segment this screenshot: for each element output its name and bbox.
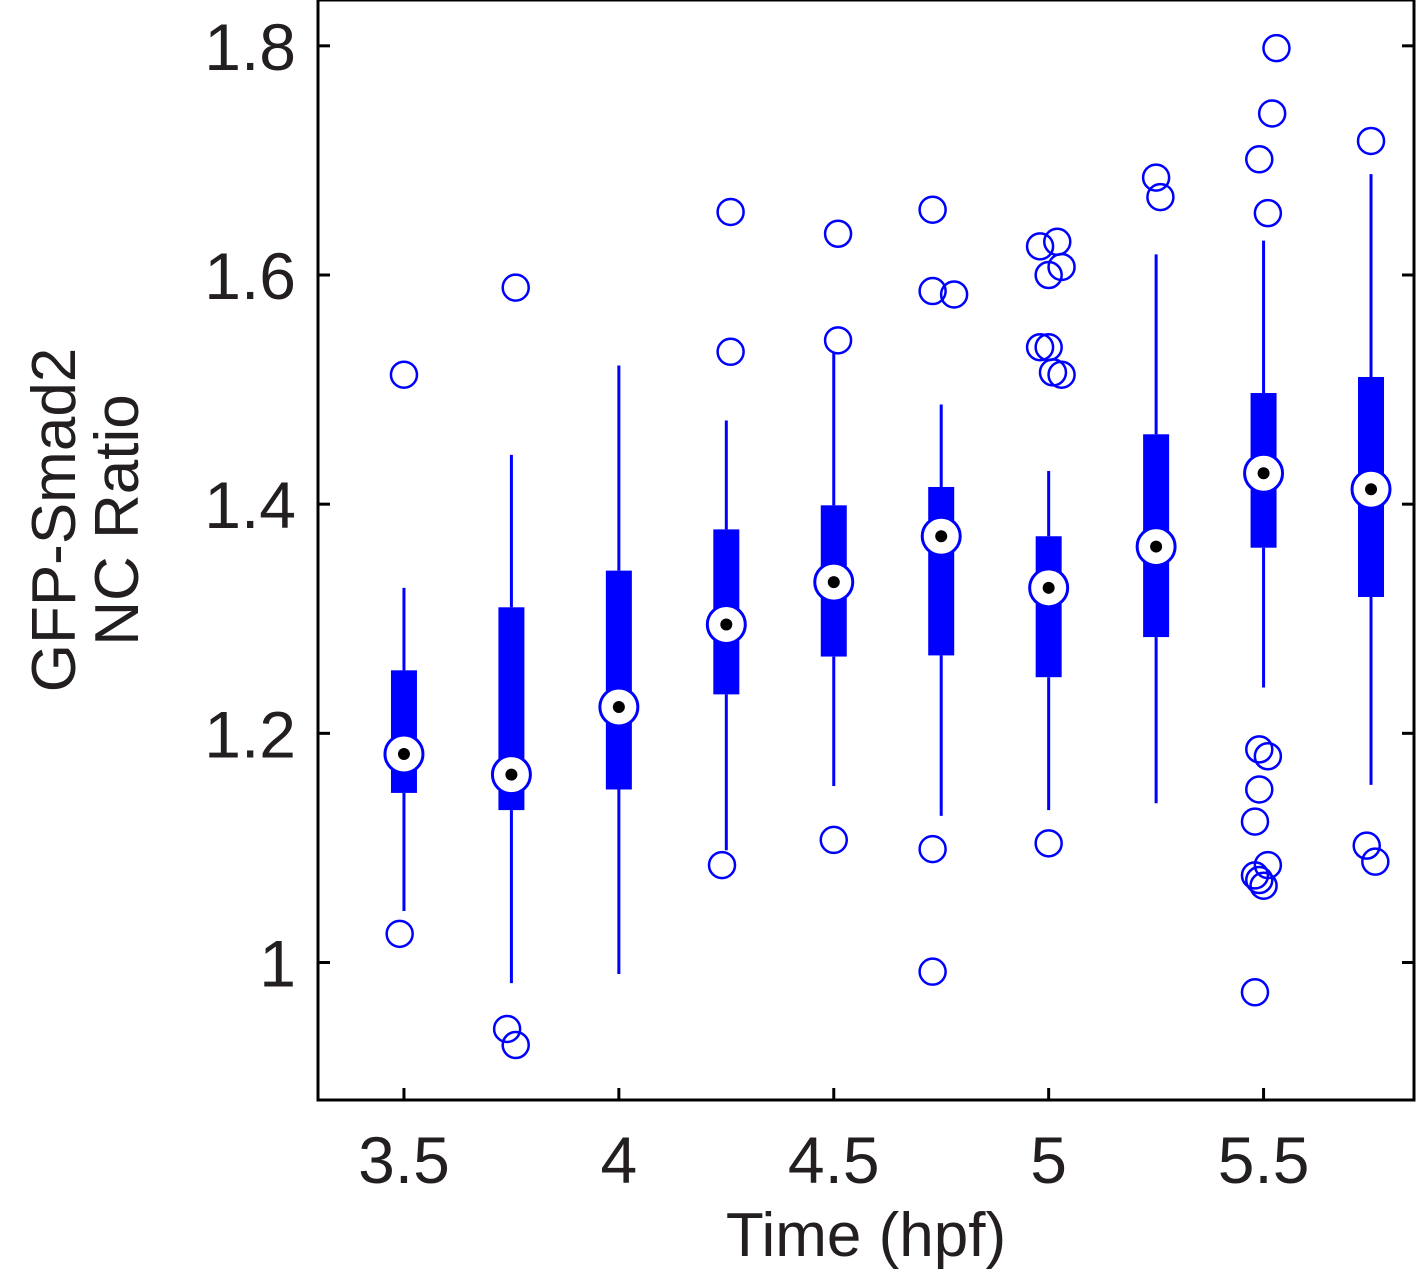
outlier-point (918, 834, 947, 864)
box-group (1243, 240, 1285, 688)
outlier-point (385, 919, 414, 949)
y-tick-label: 1.2 (204, 697, 296, 771)
outlier-point (823, 219, 853, 248)
box-group (920, 404, 962, 816)
box-group (1350, 174, 1392, 785)
outlier-point (492, 1014, 522, 1044)
outlier-point (1240, 861, 1270, 890)
outlier-point (1253, 742, 1283, 771)
box-series (383, 174, 1392, 984)
outlier-point (1262, 33, 1291, 63)
outlier-point (716, 337, 745, 367)
median-dot (1150, 540, 1163, 553)
median-dot (1042, 581, 1055, 594)
outlier-point (501, 273, 530, 302)
box-group (1135, 254, 1177, 804)
x-axis-title: Time (hpf) (726, 1201, 1006, 1270)
x-tick-label: 4.5 (788, 1123, 880, 1197)
median-dot (505, 768, 518, 781)
outlier-point (918, 195, 947, 224)
y-tick-label: 1.6 (204, 239, 296, 313)
box-group (1028, 470, 1070, 811)
outlier-point (1047, 360, 1076, 389)
outlier-point (1240, 978, 1270, 1007)
outlier-point (716, 197, 745, 227)
y-axis-title: GFP-Smad2 NC Ratio (20, 348, 152, 693)
outlier-point (1249, 871, 1278, 900)
median-dot (827, 576, 840, 589)
y-tick-label: 1.8 (204, 10, 296, 84)
y-axis-title-line-1: GFP-Smad2 (20, 348, 89, 693)
outlier-point (1025, 232, 1055, 261)
x-axis-ticks (402, 1088, 1266, 1100)
outlier-series (385, 33, 1390, 1060)
outlier-point (501, 1030, 530, 1060)
outlier-point (1245, 145, 1274, 174)
x-tick-label: 4 (601, 1123, 638, 1197)
outlier-point (389, 360, 419, 389)
outlier-point (1043, 227, 1072, 257)
iqr-box (605, 570, 632, 790)
outlier-point (939, 280, 969, 309)
median-dot (935, 530, 948, 543)
box-group (490, 454, 532, 984)
median-dot (720, 618, 733, 631)
outlier-point (1245, 735, 1274, 764)
y-axis-tick-labels: 1 1.2 1.4 1.6 1.8 (204, 10, 296, 1001)
outlier-point (1025, 332, 1055, 362)
y-axis-title-line-2: NC Ratio (83, 394, 152, 646)
outlier-point (1047, 252, 1076, 282)
outlier-point (1257, 99, 1287, 128)
y-tick-label: 1 (259, 927, 296, 1001)
outlier-point (707, 850, 737, 880)
y-axis-ticks (318, 44, 1414, 964)
outlier-point (1146, 182, 1175, 212)
median-dot (397, 747, 410, 760)
x-tick-label: 5.5 (1218, 1123, 1310, 1197)
box-group (383, 587, 425, 911)
median-dot (1257, 467, 1270, 480)
outlier-point (918, 957, 947, 986)
x-tick-label: 3.5 (358, 1123, 450, 1197)
outlier-point (819, 825, 849, 855)
outlier-point (918, 276, 947, 306)
box-group (813, 352, 855, 787)
x-axis-tick-labels: 3.5 4 4.5 5 5.5 (358, 1123, 1309, 1197)
box-group (598, 365, 640, 974)
outlier-point (1356, 126, 1386, 156)
outlier-point (1253, 198, 1283, 228)
median-dot (1365, 483, 1378, 496)
box-group (705, 420, 747, 851)
outlier-point (1361, 847, 1390, 876)
outlier-point (1038, 358, 1068, 387)
outlier-point (1240, 807, 1270, 836)
iqr-box (390, 670, 417, 793)
outlier-point (823, 326, 853, 355)
iqr-box (928, 486, 955, 656)
median-dot (612, 700, 625, 713)
outlier-point (1352, 831, 1381, 860)
y-tick-label: 1.4 (204, 468, 296, 542)
axes-frame (316, 0, 1416, 1102)
outlier-point (1245, 865, 1274, 895)
x-tick-label: 5 (1030, 1123, 1067, 1197)
outlier-point (1245, 775, 1274, 804)
outlier-point (1141, 163, 1171, 192)
outlier-point (1034, 829, 1063, 858)
